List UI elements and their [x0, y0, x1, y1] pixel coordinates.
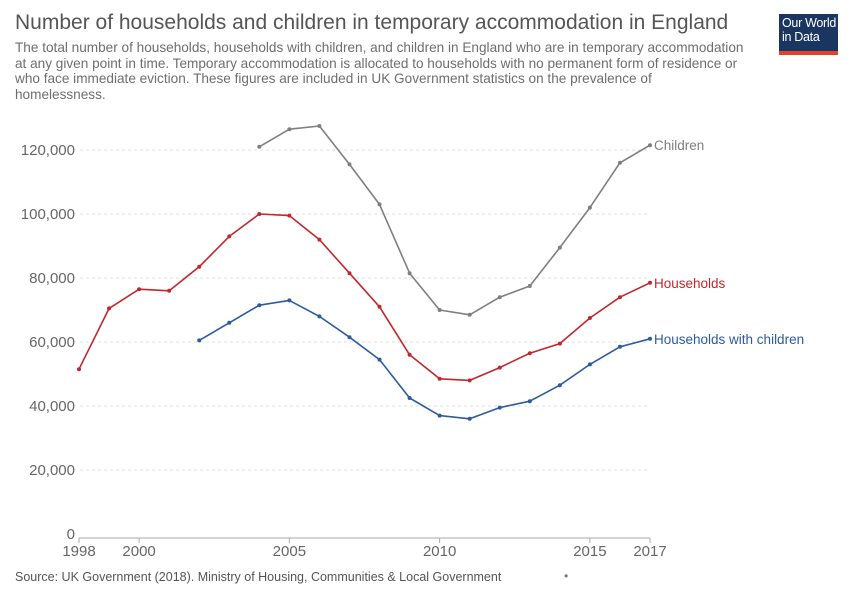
data-point-1 — [107, 306, 112, 311]
series-line-1 — [78, 213, 651, 382]
owid-logo-line2: in Data — [782, 29, 820, 44]
data-point-1 — [347, 271, 352, 276]
y-tick-label: 100,000 — [21, 206, 75, 223]
data-point-0 — [287, 127, 292, 132]
data-point-1 — [497, 365, 502, 370]
data-point-1 — [197, 264, 202, 269]
data-point-2 — [377, 357, 382, 362]
y-tick-label: 40,000 — [29, 398, 75, 415]
series-label-1: Households — [654, 276, 726, 291]
chart-title: Number of households and children in tem… — [15, 11, 729, 34]
data-point-1 — [167, 288, 172, 293]
data-point-0 — [407, 271, 412, 276]
data-point-1 — [557, 341, 562, 346]
owid-logo[interactable]: Our World in Data — [779, 14, 838, 55]
data-point-2 — [317, 314, 322, 319]
data-point-0 — [587, 205, 592, 210]
source-dot: • — [564, 569, 569, 583]
y-tick-label: 120,000 — [21, 142, 75, 159]
data-point-2 — [617, 344, 622, 349]
series-label-2: Households with children — [654, 332, 804, 347]
data-point-2 — [587, 362, 592, 367]
data-point-0 — [347, 162, 352, 167]
y-tick-label: 80,000 — [29, 270, 75, 287]
data-point-2 — [287, 298, 292, 303]
x-tick-label: 2017 — [633, 543, 666, 560]
data-point-0 — [467, 312, 472, 317]
series-line-0 — [258, 125, 651, 316]
data-point-2 — [407, 396, 412, 400]
data-point-1 — [617, 295, 622, 300]
source-note: Source: UK Government (2018). Ministry o… — [15, 570, 502, 584]
y-tick-label: 0 — [67, 526, 75, 543]
x-tick-label: 1998 — [62, 543, 95, 560]
data-point-1 — [77, 367, 81, 372]
data-point-1 — [317, 237, 322, 242]
data-point-2 — [437, 413, 442, 418]
owid-logo-text: Our World in Data — [782, 16, 837, 44]
data-point-1 — [377, 304, 382, 309]
chart-subtitle: The total number of households, househol… — [15, 40, 744, 102]
data-point-1 — [227, 234, 232, 239]
data-point-0 — [557, 245, 562, 250]
data-point-0 — [648, 143, 652, 148]
data-point-0 — [377, 202, 382, 207]
data-point-1 — [407, 352, 412, 357]
data-point-2 — [347, 335, 352, 340]
data-point-2 — [467, 416, 472, 421]
data-point-1 — [467, 378, 472, 383]
data-point-1 — [137, 287, 142, 292]
y-tick-label: 60,000 — [29, 334, 75, 351]
x-tick-label: 2005 — [273, 543, 306, 560]
x-tick-label: 2000 — [122, 543, 155, 560]
data-point-1 — [437, 376, 442, 381]
data-point-0 — [437, 308, 442, 312]
data-point-2 — [497, 405, 502, 410]
series-label-0: Children — [654, 138, 704, 153]
data-point-1 — [527, 351, 532, 356]
x-tick-label: 2015 — [573, 543, 606, 560]
data-point-0 — [527, 284, 532, 288]
owid-logo-line1: Our World — [782, 16, 837, 30]
data-point-1 — [587, 316, 592, 320]
data-point-0 — [497, 295, 502, 300]
data-point-0 — [617, 160, 622, 165]
y-tick-label: 20,000 — [29, 462, 75, 479]
data-point-1 — [257, 212, 262, 216]
data-point-0 — [317, 124, 322, 128]
series-line-2 — [198, 299, 651, 420]
data-point-2 — [257, 303, 262, 308]
data-point-2 — [227, 320, 232, 325]
data-point-0 — [257, 144, 262, 149]
data-point-2 — [557, 383, 562, 388]
data-point-2 — [527, 399, 532, 404]
data-point-1 — [287, 213, 292, 218]
data-point-1 — [648, 280, 652, 285]
data-point-2 — [648, 336, 652, 341]
x-tick-label: 2010 — [423, 543, 456, 560]
data-point-2 — [197, 338, 202, 343]
